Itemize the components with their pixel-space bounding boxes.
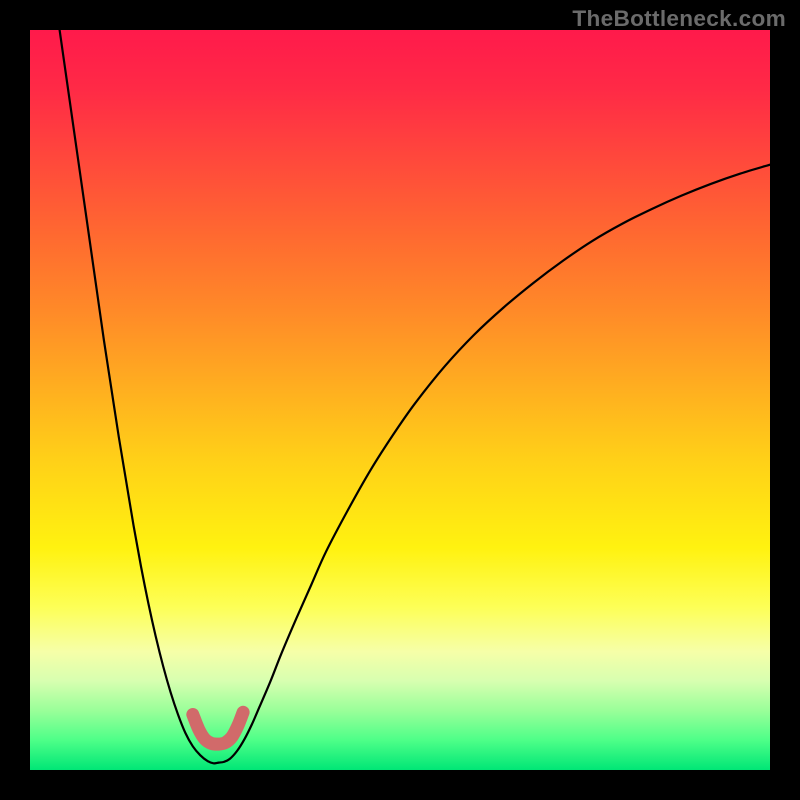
- watermark-text: TheBottleneck.com: [572, 6, 786, 32]
- bottleneck-chart: [0, 0, 800, 800]
- plot-background: [30, 30, 770, 770]
